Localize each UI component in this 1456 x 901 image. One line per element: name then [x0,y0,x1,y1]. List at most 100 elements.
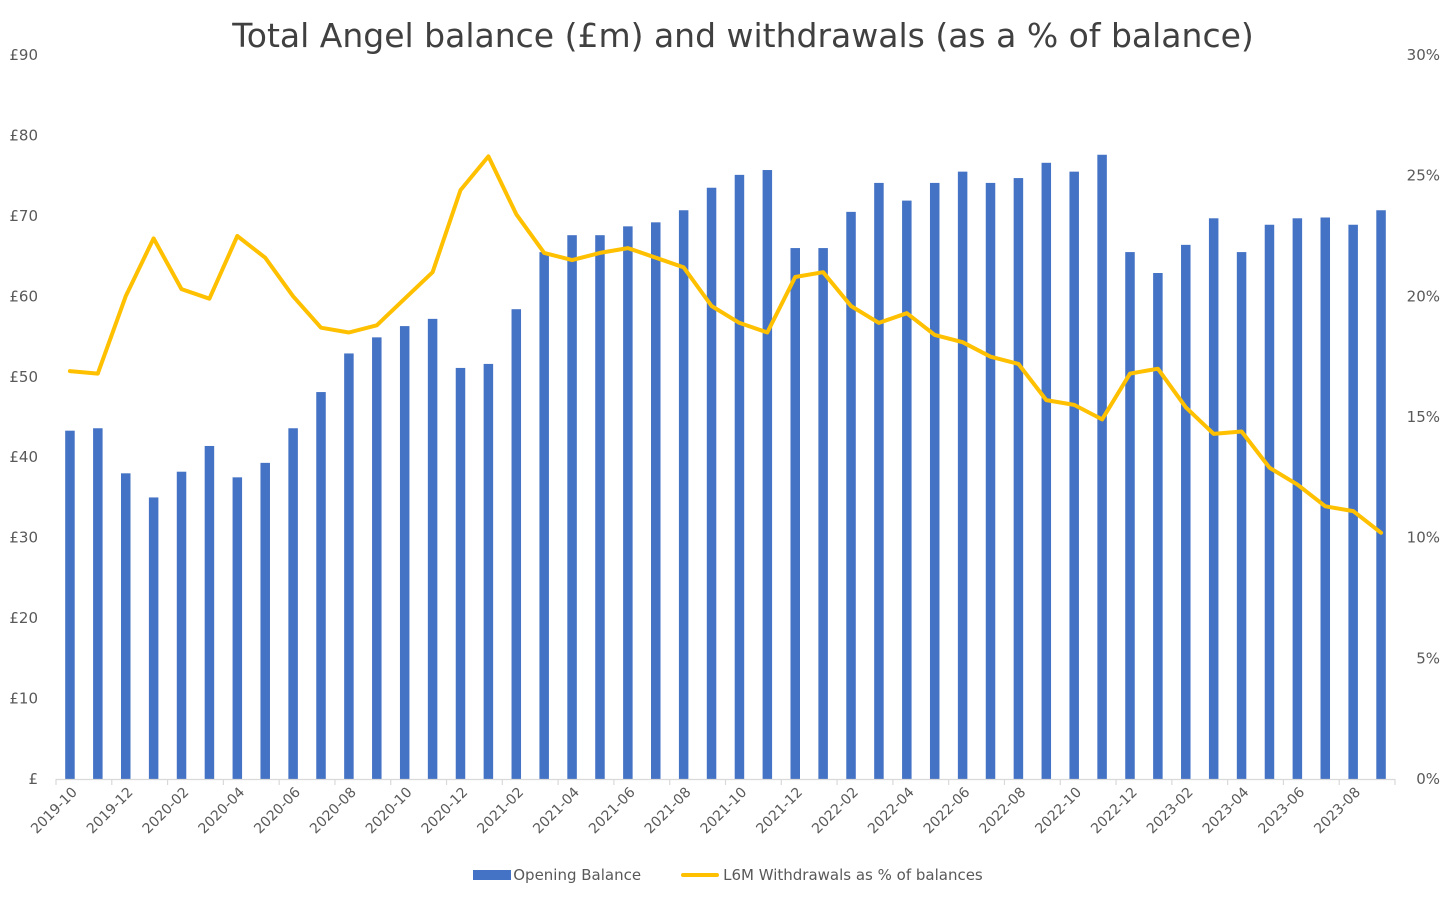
bar-2020-01 [148,497,159,779]
bar-2020-07 [316,392,326,779]
bar-2020-08 [344,353,354,779]
x-axis-tick-label: 2020-10 [363,785,416,838]
x-axis: 2019-10 2019-12 2020-02 2020-04 2020-06 2020-… [28,778,1396,838]
bar-2023-04 [1236,252,1247,780]
chart-title: Total Angel balance (£m) and withdrawals… [232,16,1254,55]
left-axis-tick-label: £ [28,770,38,788]
bar-2022-06 [957,171,968,780]
x-axis-tick-label: 2022-06 [921,784,974,837]
bar-2021-07 [651,222,661,779]
bar-2022-05 [929,182,940,779]
bar-2023-09 [1376,210,1386,779]
bar-2021-05 [595,235,605,779]
x-axis-tick-label: 2021-08 [642,785,695,838]
bar-2022-11 [1097,154,1107,780]
bar-2020-12 [455,367,466,779]
bar-2022-04 [902,200,912,780]
bar-2021-03 [539,252,549,780]
x-axis-tick-label: 2023-02 [1144,785,1197,838]
x-axis-tick-label: 2022-02 [809,785,862,838]
left-axis-tick-label: £40 [9,448,38,466]
left-axis-tick-label: £60 [9,287,38,305]
x-axis-tick-label: 2019-12 [84,785,137,838]
bar-2020-09 [372,337,382,779]
bar-2021-10 [734,174,745,779]
right-axis-tick-label: 5% [1416,649,1440,667]
x-axis-tick-label: 2021-10 [698,785,751,838]
bar-2020-06 [288,428,298,779]
x-axis-tick-label: 2021-06 [586,784,639,837]
left-axis-tick-label: £90 [9,46,38,64]
bar-2023-06 [1292,218,1303,779]
legend-item-opening-balance: Opening Balance [473,866,641,884]
bar-2021-02 [511,309,522,779]
bar-2021-04 [567,235,577,779]
x-axis-tick-label: 2020-08 [307,785,360,838]
bar-2021-12 [790,248,800,780]
bar-2023-07 [1320,217,1331,779]
bar-2023-03 [1208,218,1219,779]
bar-2022-03 [874,182,884,779]
bar-2021-08 [678,210,689,779]
x-axis-tick-label: 2022-04 [865,784,918,837]
bar-2020-04 [232,477,243,779]
bar-2023-08 [1348,224,1358,779]
bar-2020-02 [176,471,187,779]
legend-label-withdrawals: L6M Withdrawals as % of balances [723,866,983,884]
bar-2022-09 [1041,162,1052,780]
x-axis-tick-label: 2022-10 [1032,785,1085,838]
left-axis-tick-label: £70 [9,207,38,225]
x-axis-tick-label: 2020-12 [419,785,472,838]
x-axis-tick-label: 2023-06 [1256,784,1309,837]
bar-2019-11 [93,428,103,779]
x-axis-tick-label: 2022-12 [1088,785,1141,838]
bar-2021-11 [762,170,773,780]
legend: Opening Balance L6M Withdrawals as % of … [0,866,1456,884]
left-axis-tick-label: £80 [9,126,38,144]
bar-2022-02 [846,211,856,779]
x-axis-tick-label: 2020-02 [140,785,193,838]
right-axis-tick-label: 15% [1407,408,1440,426]
right-axis-tick-label: 25% [1407,167,1440,185]
bar-2023-02 [1181,244,1191,780]
x-axis-tick-label: 2023-04 [1200,784,1253,837]
x-axis-tick-label: 2023-08 [1311,785,1364,838]
right-axis-tick-label: 10% [1407,529,1440,547]
left-axis-tick-label: £50 [9,368,38,386]
bar-2021-01 [483,363,494,779]
right-axis-tick-label: 0% [1416,770,1440,788]
bar-2022-10 [1069,171,1079,780]
bar-2021-06 [623,226,633,779]
left-axis-tick-label: £10 [9,690,38,708]
bar-2021-09 [706,187,717,779]
bar-2022-07 [985,182,996,779]
legend-label-opening-balance: Opening Balance [513,866,642,884]
bar-2020-10 [399,326,410,779]
x-axis-tick-label: 2020-06 [251,784,304,837]
x-axis-tick-label: 2021-12 [753,785,806,838]
left-axis-tick-label: £20 [9,609,38,627]
legend-item-withdrawals: L6M Withdrawals as % of balances [681,866,983,884]
bar-2020-11 [427,318,438,779]
bar-2023-05 [1264,224,1275,779]
x-axis-tick-label: 2020-04 [195,784,248,837]
x-axis-tick-label: 2021-02 [474,785,527,838]
line-series-withdrawals [67,154,1384,535]
x-axis-tick-label: 2019-10 [28,785,81,838]
x-axis-tick-label: 2021-04 [530,784,583,837]
bar-2022-12 [1125,252,1135,780]
bar-2023-01 [1153,273,1163,779]
right-axis-tick-label: 20% [1407,287,1440,305]
bar-2019-10 [65,430,75,779]
bar-2020-03 [204,445,215,779]
withdrawals-line [67,154,1384,535]
right-axis-tick-label: 30% [1407,46,1440,64]
bar-2019-12 [120,473,131,779]
bar-series-opening-balance [65,154,1386,780]
legend-bar-swatch-icon [473,870,512,880]
bar-2022-01 [818,248,828,780]
right-axis: 0% 5% 10% 15% 20% 25% 30% [1407,46,1440,788]
left-axis-tick-label: £30 [9,529,38,547]
legend-line-swatch-icon [681,873,720,877]
